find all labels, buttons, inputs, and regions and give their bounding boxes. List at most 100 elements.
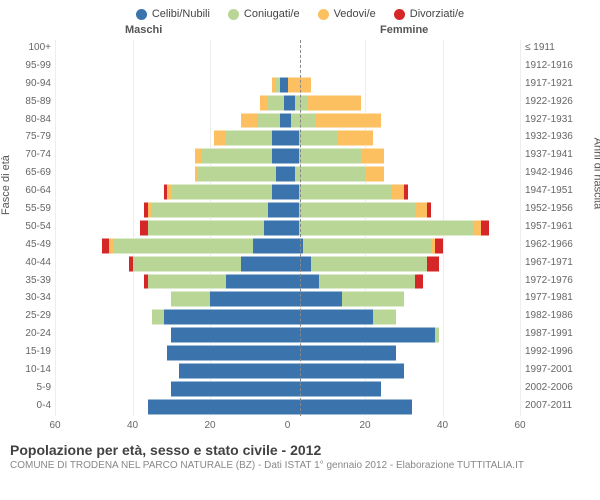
- male-bar: [171, 291, 287, 307]
- bar-segment: [113, 238, 253, 254]
- legend-label: Coniugati/e: [244, 8, 300, 20]
- x-tick: 20: [204, 420, 215, 431]
- pyramid-row: 95-991912-1916: [55, 58, 520, 76]
- male-bar: [272, 77, 288, 93]
- male-bar: [148, 399, 288, 415]
- legend-item: Coniugati/e: [228, 8, 300, 20]
- age-label: 90-94: [17, 78, 51, 89]
- bar-segment: [280, 77, 288, 93]
- pyramid-row: 20-241987-1991: [55, 326, 520, 344]
- bar-area: [55, 220, 520, 236]
- bar-segment: [435, 238, 443, 254]
- male-bar: [195, 148, 288, 164]
- bar-area: [55, 238, 520, 254]
- bar-segment: [102, 238, 110, 254]
- pyramid-row: 100+≤ 1911: [55, 40, 520, 58]
- age-label: 65-69: [17, 167, 51, 178]
- bar-segment: [179, 363, 288, 379]
- male-bar: [241, 113, 288, 129]
- bar-segment: [427, 256, 439, 272]
- chart-subtitle: COMUNE DI TRODENA NEL PARCO NATURALE (BZ…: [10, 460, 590, 471]
- bar-segment: [299, 202, 415, 218]
- bar-segment: [272, 130, 288, 146]
- bar-area: [55, 95, 520, 111]
- x-axis: 6040200204060: [55, 416, 520, 438]
- male-bar: [152, 309, 288, 325]
- bar-segment: [303, 238, 431, 254]
- birth-label: 1932-1936: [525, 131, 585, 142]
- legend-swatch: [318, 9, 329, 20]
- legend-label: Celibi/Nubili: [152, 8, 210, 20]
- birth-label: 1937-1941: [525, 149, 585, 160]
- pyramid-row: 90-941917-1921: [55, 76, 520, 94]
- pyramid-row: 55-591952-1956: [55, 201, 520, 219]
- bar-segment: [288, 291, 342, 307]
- bar-segment: [195, 148, 203, 164]
- bar-segment: [361, 148, 384, 164]
- legend-swatch: [136, 9, 147, 20]
- bar-segment: [342, 291, 404, 307]
- bar-segment: [276, 166, 288, 182]
- female-bar: [288, 184, 408, 200]
- birth-label: ≤ 1911: [525, 42, 585, 53]
- male-bar: [140, 220, 287, 236]
- bar-segment: [288, 148, 300, 164]
- bar-segment: [264, 220, 287, 236]
- bar-segment: [171, 327, 287, 343]
- bar-area: [55, 381, 520, 397]
- age-label: 35-39: [17, 275, 51, 286]
- bar-segment: [257, 113, 280, 129]
- x-tick: 0: [285, 420, 291, 431]
- bar-area: [55, 59, 520, 75]
- female-bar: [288, 202, 431, 218]
- female-bar: [288, 399, 412, 415]
- female-bar: [288, 327, 439, 343]
- birth-label: 1967-1971: [525, 257, 585, 268]
- bar-segment: [295, 166, 365, 182]
- age-label: 5-9: [17, 382, 51, 393]
- male-bar: [195, 166, 288, 182]
- birth-label: 1957-1961: [525, 221, 585, 232]
- birth-label: 1982-1986: [525, 310, 585, 321]
- age-label: 20-24: [17, 328, 51, 339]
- chart-container: Celibi/Nubili Coniugati/e Vedovi/e Divorzia…: [0, 0, 600, 500]
- y-left-title: Fasce di età: [0, 155, 12, 215]
- age-label: 45-49: [17, 239, 51, 250]
- bar-segment: [214, 130, 226, 146]
- legend-label: Divorziati/e: [410, 8, 464, 20]
- birth-label: 2002-2006: [525, 382, 585, 393]
- x-tick: 40: [127, 420, 138, 431]
- female-bar: [288, 95, 362, 111]
- male-bar: [102, 238, 288, 254]
- legend-swatch: [228, 9, 239, 20]
- male-bar: [167, 345, 287, 361]
- bar-area: [55, 327, 520, 343]
- female-bar: [288, 274, 424, 290]
- female-bar: [288, 345, 397, 361]
- age-label: 100+: [17, 42, 51, 53]
- age-label: 60-64: [17, 185, 51, 196]
- bar-segment: [288, 202, 300, 218]
- birth-label: 1912-1916: [525, 60, 585, 71]
- bar-segment: [272, 184, 288, 200]
- male-bar: [129, 256, 288, 272]
- bar-area: [55, 363, 520, 379]
- bar-segment: [288, 220, 300, 236]
- bar-segment: [392, 184, 404, 200]
- bar-segment: [307, 95, 361, 111]
- bar-segment: [415, 274, 423, 290]
- bar-segment: [291, 113, 314, 129]
- gender-headers: Maschi Femmine: [0, 24, 600, 40]
- chart-footer: Popolazione per età, sesso e stato civil…: [0, 438, 600, 471]
- male-bar: [179, 363, 288, 379]
- plot-area: Fasce di età Anni di nascita 100+≤ 19119…: [0, 40, 600, 438]
- female-bar: [288, 238, 443, 254]
- pyramid-row: 85-891922-1926: [55, 94, 520, 112]
- pyramid-row: 70-741937-1941: [55, 147, 520, 165]
- bar-segment: [404, 184, 408, 200]
- legend-item: Vedovi/e: [318, 8, 376, 20]
- x-tick: 60: [49, 420, 60, 431]
- birth-label: 1977-1981: [525, 292, 585, 303]
- bar-segment: [202, 148, 272, 164]
- age-label: 50-54: [17, 221, 51, 232]
